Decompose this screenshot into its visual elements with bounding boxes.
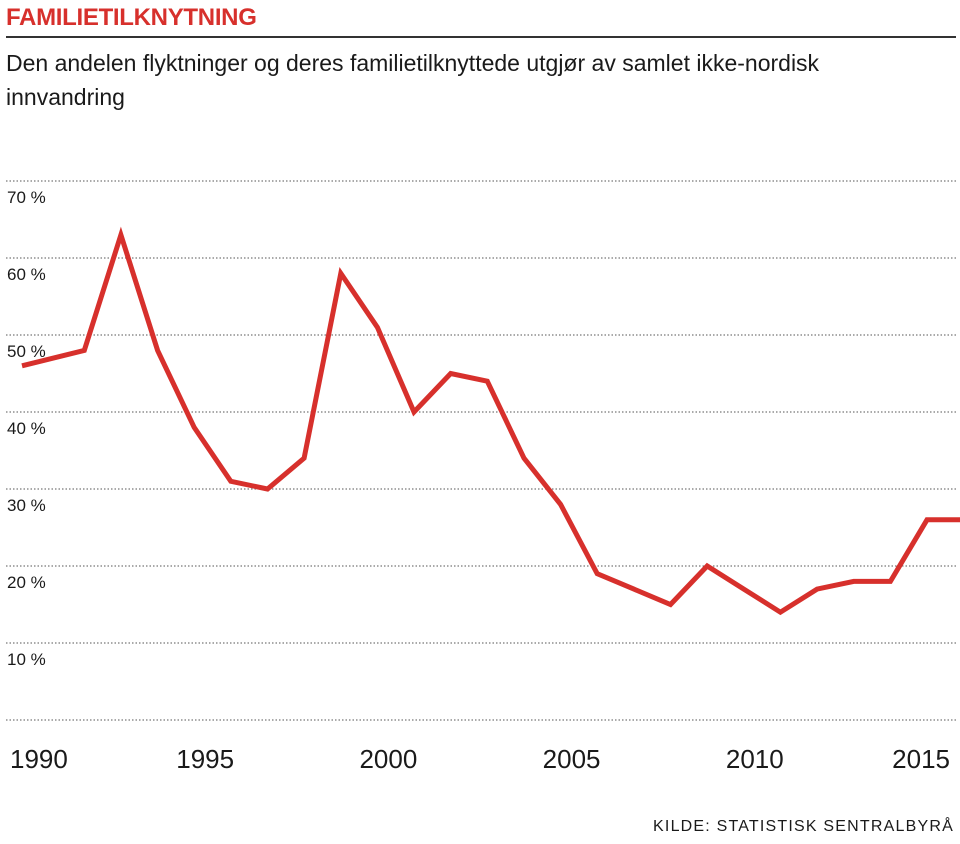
x-tick-label: 1995 [176, 744, 234, 774]
x-axis-ticks: 1990 1995 2000 2005 2010 2015 [10, 744, 950, 774]
y-tick-label: 30 % [7, 496, 46, 515]
y-axis-ticks: 10 % 20 % 30 % 40 % 50 % 60 % 70 % [7, 188, 46, 669]
y-tick-label: 10 % [7, 650, 46, 669]
y-tick-label: 70 % [7, 188, 46, 207]
title-divider [6, 36, 956, 38]
y-tick-label: 40 % [7, 419, 46, 438]
y-tick-label: 60 % [7, 265, 46, 284]
chart-title: FAMILIETILKNYTNING [6, 4, 257, 31]
chart-subtitle: Den andelen flyktninger og deres familie… [6, 50, 820, 110]
x-tick-label: 1990 [10, 744, 68, 774]
grid-layer [6, 180, 956, 721]
x-tick-label: 2010 [726, 744, 784, 774]
x-tick-label: 2005 [543, 744, 601, 774]
y-tick-label: 50 % [7, 342, 46, 361]
series-line-0 [21, 226, 960, 616]
x-tick-label: 2015 [892, 744, 950, 774]
x-tick-label: 2000 [359, 744, 417, 774]
source-note: KILDE: STATISTISK SENTRALBYRÅ [653, 818, 954, 835]
series-layer [21, 226, 960, 616]
y-tick-label: 20 % [7, 573, 46, 592]
